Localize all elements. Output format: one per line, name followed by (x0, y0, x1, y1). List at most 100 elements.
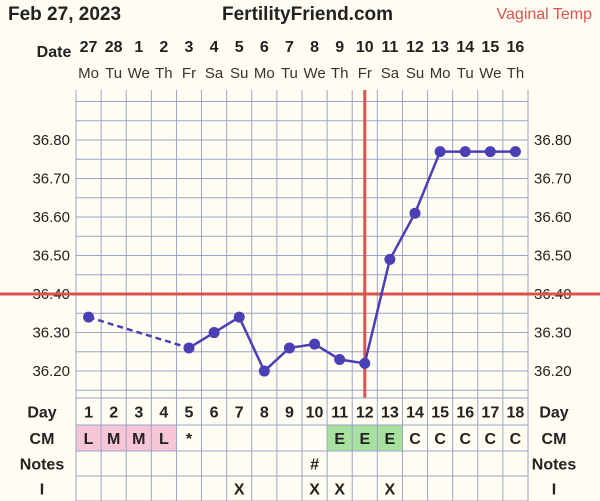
y-tick-label-left: 36.60 (32, 209, 70, 226)
site-title: FertilityFriend.com (222, 4, 394, 25)
cm-cell-fill (126, 425, 152, 451)
cm-value: E (359, 431, 370, 448)
y-tick-label-right: 36.20 (534, 363, 572, 380)
cycle-day: 18 (507, 405, 525, 422)
weekday-label: Fr (358, 65, 372, 82)
note-mark: # (310, 457, 319, 474)
cm-value: C (485, 431, 497, 448)
intercourse-mark: X (385, 482, 396, 499)
chart-start-date: Feb 27, 2023 (8, 4, 122, 25)
weekday-label: Fr (182, 65, 196, 82)
date-label: 10 (356, 39, 374, 56)
date-label: 8 (310, 39, 319, 56)
cycle-day: 7 (235, 405, 244, 422)
cm-cell-fill (76, 425, 102, 451)
weekday-label: Mo (78, 65, 99, 82)
temperature-point (83, 311, 95, 323)
cycle-day: 5 (185, 405, 194, 422)
temperature-point (233, 311, 245, 323)
weekday-label: Su (230, 65, 248, 82)
date-label: 4 (210, 39, 219, 56)
date-label: 15 (481, 39, 499, 56)
y-tick-label-right: 36.60 (534, 209, 572, 226)
date-label: 5 (235, 39, 244, 56)
cm-value: E (385, 431, 396, 448)
temperature-point (283, 342, 295, 354)
cycle-day: 10 (306, 405, 324, 422)
weekday-label: Th (155, 65, 173, 82)
temperature-point (208, 327, 220, 339)
date-label: 9 (335, 39, 344, 56)
cycle-day: 1 (84, 405, 93, 422)
y-tick-label-right: 36.70 (534, 171, 572, 188)
cycle-day: 13 (381, 405, 399, 422)
temperature-line (238, 316, 266, 372)
date-label: 27 (80, 39, 98, 56)
y-tick-label-right: 36.50 (534, 248, 572, 265)
cycle-day: 4 (159, 405, 168, 422)
temperature-line (363, 259, 392, 364)
weekday-label: Th (331, 65, 349, 82)
row-label-left: Day (27, 405, 56, 422)
date-label: 3 (185, 39, 194, 56)
temperature-line (413, 151, 442, 214)
temperature-mode-label[interactable]: Vaginal Temp (496, 6, 592, 23)
y-tick-label-left: 36.30 (32, 325, 70, 342)
cycle-day: 3 (134, 405, 143, 422)
date-row-label: Date (37, 44, 72, 61)
cycle-day: 8 (260, 405, 269, 422)
weekday-label: We (479, 65, 501, 82)
weekday-label: We (303, 65, 325, 82)
temperature-point (334, 354, 346, 365)
date-label: 16 (507, 39, 525, 56)
temperature-point (384, 253, 396, 265)
weekday-label: Su (406, 65, 424, 82)
weekday-label: Tu (105, 65, 122, 82)
temperature-line (263, 347, 291, 372)
weekday-label: Sa (381, 65, 400, 82)
weekday-label: Th (507, 65, 525, 82)
weekday-label: Tu (457, 65, 474, 82)
cm-value: E (334, 431, 345, 448)
row-label-left: CM (30, 431, 55, 448)
intercourse-mark: X (334, 482, 345, 499)
date-label: 28 (105, 39, 123, 56)
y-tick-label-left: 36.50 (32, 248, 70, 265)
row-label-right: I (552, 482, 556, 499)
date-label: 14 (456, 39, 474, 56)
cm-cell-fill (101, 425, 127, 451)
weekday-label: Tu (281, 65, 298, 82)
cm-value: * (186, 431, 193, 448)
weekday-label: Mo (254, 65, 275, 82)
cm-cell-fill (377, 425, 403, 451)
cm-value: M (132, 431, 145, 448)
cycle-day: 2 (109, 405, 118, 422)
intercourse-mark: X (309, 482, 320, 499)
cycle-day: 15 (431, 405, 449, 422)
y-tick-label-left: 36.70 (32, 171, 70, 188)
row-label-left: I (40, 482, 44, 499)
cycle-day: 12 (356, 405, 374, 422)
y-tick-label-right: 36.80 (534, 132, 572, 149)
intercourse-mark: X (234, 482, 245, 499)
cm-value: C (459, 431, 471, 448)
y-tick-label-right: 36.30 (534, 325, 572, 342)
cm-value: C (434, 431, 446, 448)
cm-cell-fill (151, 425, 177, 451)
cycle-day: 9 (285, 405, 294, 422)
cm-value: L (159, 431, 169, 448)
date-label: 7 (285, 39, 294, 56)
temperature-point (484, 146, 496, 158)
cycle-day: 11 (331, 405, 348, 422)
cm-cell-fill (352, 425, 378, 451)
temperature-point (409, 207, 421, 219)
weekday-label: Sa (205, 65, 224, 82)
cm-cell-fill (327, 425, 353, 451)
cycle-day: 16 (456, 405, 474, 422)
temperature-point (434, 146, 446, 158)
cm-value: C (409, 431, 421, 448)
temperature-point (183, 342, 195, 354)
date-label: 2 (159, 39, 168, 56)
